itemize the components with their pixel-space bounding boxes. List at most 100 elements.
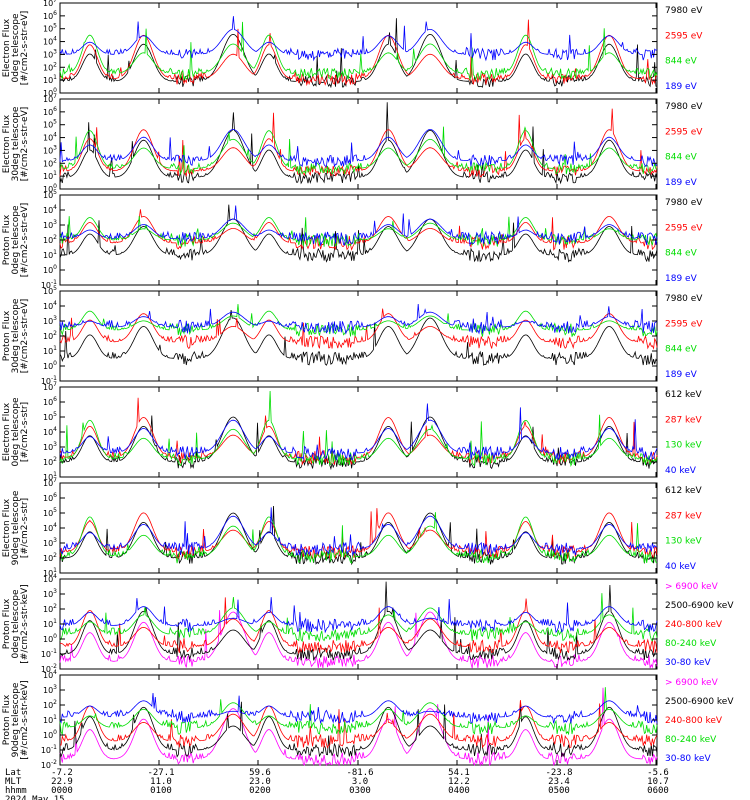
y-tick-label: 104 — [43, 36, 57, 47]
y-tick-label: 10-2 — [41, 759, 57, 770]
series-line — [59, 593, 658, 643]
y-tick-label: 105 — [43, 285, 57, 296]
series-line — [59, 205, 658, 247]
y-tick-label: 106 — [43, 396, 57, 407]
legend-entry: 287 keV — [665, 415, 702, 425]
y-axis-label: TEDElectron Flux30deg telescope[#/cm2-s-… — [0, 106, 30, 181]
y-tick-label: 101 — [43, 345, 57, 356]
legend-entry: > 6900 keV — [665, 582, 719, 592]
y-tick-label: 101 — [43, 618, 57, 629]
y-tick-label: 101 — [43, 567, 57, 578]
series-line — [59, 21, 658, 82]
y-tick-label: 103 — [43, 144, 57, 155]
legend-entry: 844 eV — [665, 57, 698, 67]
y-tick-label: 100 — [43, 633, 57, 644]
legend-entry: > 6900 keV — [665, 678, 719, 688]
y-tick-label: 106 — [43, 10, 57, 21]
footer-row-label: 2024 May 15 — [5, 795, 65, 800]
panel-8: 10-2 10-1 100 101 102 103 104 MEPEDProton Flux9… — [0, 669, 734, 770]
footer-tick-value: 0200 — [249, 786, 271, 796]
series-line — [59, 507, 658, 557]
series-line — [59, 597, 658, 634]
y-tick-label: 105 — [43, 411, 57, 422]
series-line — [59, 597, 658, 655]
y-tick-label: 10-1 — [41, 375, 57, 386]
series-line — [59, 581, 658, 661]
y-tick-label: 100 — [43, 264, 57, 275]
legend-entry: 2500-6900 keV — [665, 697, 734, 707]
legend-entry: 189 eV — [665, 274, 698, 284]
legend-entry: 2500-6900 keV — [665, 601, 734, 611]
footer-tick-value: -5.6 — [647, 768, 669, 778]
series-line — [59, 687, 658, 767]
panel-3: 10-1 100 101 102 103 104 105 TEDProton Flux0deg… — [0, 189, 703, 290]
y-tick-label: 104 — [43, 300, 57, 311]
legend-entry: 844 eV — [665, 153, 698, 163]
panel-6: 101 102 103 104 105 106 107 MEPEDElectron Flux9… — [0, 477, 702, 578]
legend-entry: 7980 eV — [665, 198, 703, 208]
footer-tick-value: 0100 — [150, 786, 172, 796]
y-tick-label: 106 — [43, 492, 57, 503]
series-line — [59, 512, 658, 564]
y-tick-label: 101 — [43, 170, 57, 181]
y-axis-label: TEDProton Flux0deg telescope[#/cm2-s-str… — [0, 203, 30, 278]
legend-entry: 612 keV — [665, 486, 702, 496]
series-line — [59, 303, 658, 335]
panel-frame — [59, 386, 658, 478]
y-tick-label: 107 — [43, 93, 57, 104]
footer-tick-value: 23.4 — [548, 777, 570, 787]
y-tick-label: 104 — [43, 573, 57, 584]
y-tick-label: 101 — [43, 471, 57, 482]
footer-tick-value: -27.1 — [147, 768, 174, 778]
footer-row-label: hhmm — [5, 786, 27, 796]
series-line — [59, 308, 658, 350]
y-tick-label: 103 — [43, 537, 57, 548]
legend-entry: 7980 eV — [665, 102, 703, 112]
legend-entry: 287 keV — [665, 511, 702, 521]
y-tick-label: 104 — [43, 204, 57, 215]
y-tick-label: 102 — [43, 603, 57, 614]
series-line — [59, 701, 658, 758]
footer-tick-value: 3.0 — [352, 777, 368, 787]
legend-entry: 7980 eV — [665, 294, 703, 304]
y-axis-label: MEPEDProton Flux90deg telescope[#/cm2-s-… — [0, 680, 30, 759]
panel-frame — [59, 290, 658, 382]
y-axis-label: TEDElectron Flux0deg telescope[#/cm2-s-s… — [0, 11, 30, 86]
series-line — [59, 108, 658, 178]
footer-row-label: MLT — [5, 777, 22, 787]
footer-tick-value: -23.8 — [545, 768, 572, 778]
y-tick-label: 10-2 — [41, 663, 57, 674]
footer-tick-value: -7.2 — [51, 768, 73, 778]
legend-entry: 130 keV — [665, 537, 702, 547]
legend-entry: 189 eV — [665, 370, 698, 380]
series-line — [59, 16, 658, 62]
panel-frame — [59, 578, 658, 670]
y-tick-label: 100 — [43, 183, 57, 194]
series-line — [59, 390, 658, 467]
y-tick-label: 10-1 — [41, 648, 57, 659]
footer-tick-value: 0300 — [349, 786, 371, 796]
y-axis-label: TEDProton Flux30deg telescope[#/cm2-s-st… — [0, 298, 30, 373]
y-tick-label: 107 — [43, 0, 57, 8]
panel-frame — [59, 2, 658, 94]
panel-frame — [59, 98, 658, 190]
y-tick-label: 105 — [43, 507, 57, 518]
legend-entry: 189 eV — [665, 82, 698, 92]
panel-frame — [59, 482, 658, 574]
panel-7: 10-2 10-1 100 101 102 103 104 MEPEDProton Flux0… — [0, 573, 734, 674]
footer-tick-value: 23.0 — [249, 777, 271, 787]
y-tick-label: 104 — [43, 426, 57, 437]
y-tick-label: 102 — [43, 61, 57, 72]
y-tick-label: 102 — [43, 699, 57, 710]
legend-entry: 189 eV — [665, 178, 698, 188]
series-line — [59, 687, 658, 736]
y-tick-label: 105 — [43, 119, 57, 130]
legend-entry: 2595 eV — [665, 223, 703, 233]
y-tick-label: 104 — [43, 132, 57, 143]
y-tick-label: 105 — [43, 23, 57, 34]
legend-entry: 40 keV — [665, 562, 697, 572]
legend-entry: 240-800 keV — [665, 620, 723, 630]
